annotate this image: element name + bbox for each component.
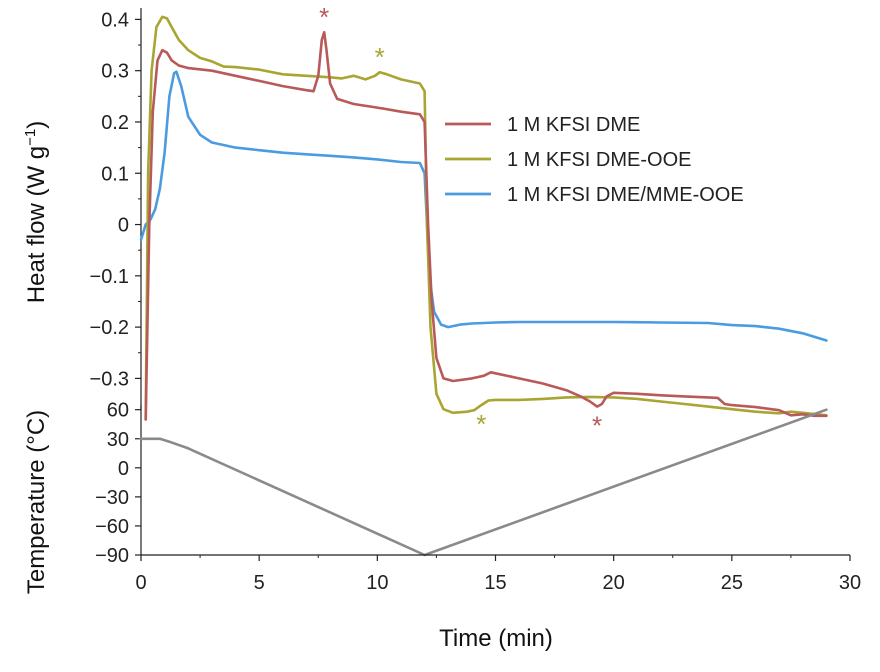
series-line-1-m-kfsi-dme-mme-ooe [139,70,828,342]
y-axis-title-heat-flow: Heat flow (W g−1) [22,121,50,303]
y-axis-title-superscript: −1 [22,129,39,146]
x-tick-label: 0 [135,572,146,594]
x-axis: 0 5 10 15 20 25 30 [135,554,861,594]
heat-flow-tick-label: −0.1 [90,266,129,288]
heat-flow-panel: 0.4 0.3 0.2 0.1 0 −0.1 −0.2 −0.3 [90,8,828,421]
asterisk-annotation: * [375,42,385,72]
heat-flow-tick-label: 0.2 [101,112,129,134]
temperature-tick-label: −60 [95,516,129,538]
asterisk-annotation: * [319,2,329,32]
heat-flow-tick-label: −0.3 [90,368,129,390]
x-tick-label: 5 [254,572,265,594]
temperature-tick-label: 60 [107,400,129,422]
asterisk-annotation: * [476,409,486,439]
legend-label: 1 M KFSI DME/MME-OOE [507,184,744,206]
legend-label: 1 M KFSI DME-OOE [507,149,691,171]
x-tick-label: 15 [484,572,506,594]
heat-flow-tick-label: 0.4 [101,9,129,31]
annotations: * * * * [319,2,602,440]
temperature-tick-label: 30 [107,429,129,451]
legend: 1 M KFSI DME 1 M KFSI DME-OOE 1 M KFSI DME… [445,114,744,206]
temperature-panel: 60 30 0 −30 −60 −90 [95,400,828,567]
heat-flow-tick-label: 0.1 [101,163,129,185]
temperature-tick-label: −90 [95,545,129,567]
x-tick-label: 25 [721,572,743,594]
y-axis-title-temperature: Temperature (°C) [23,410,50,594]
series-line-temperature [139,408,828,557]
x-axis-title: Time (min) [439,625,553,652]
x-tick-label: 30 [839,572,861,594]
heat-flow-tick-label: 0.3 [101,61,129,83]
legend-label: 1 M KFSI DME [507,114,640,136]
heat-flow-tick-label: −0.2 [90,317,129,339]
x-tick-label: 20 [603,572,625,594]
y-axis-title-close: ) [23,121,50,129]
series-line-1-m-kfsi-dme-ooe [144,15,828,421]
series-line-1-m-kfsi-dme [144,30,828,421]
temperature-tick-label: −30 [95,487,129,509]
heat-flow-tick-label: 0 [118,215,129,237]
asterisk-annotation: * [592,411,602,441]
temperature-tick-label: 0 [118,458,129,480]
x-tick-label: 10 [366,572,388,594]
